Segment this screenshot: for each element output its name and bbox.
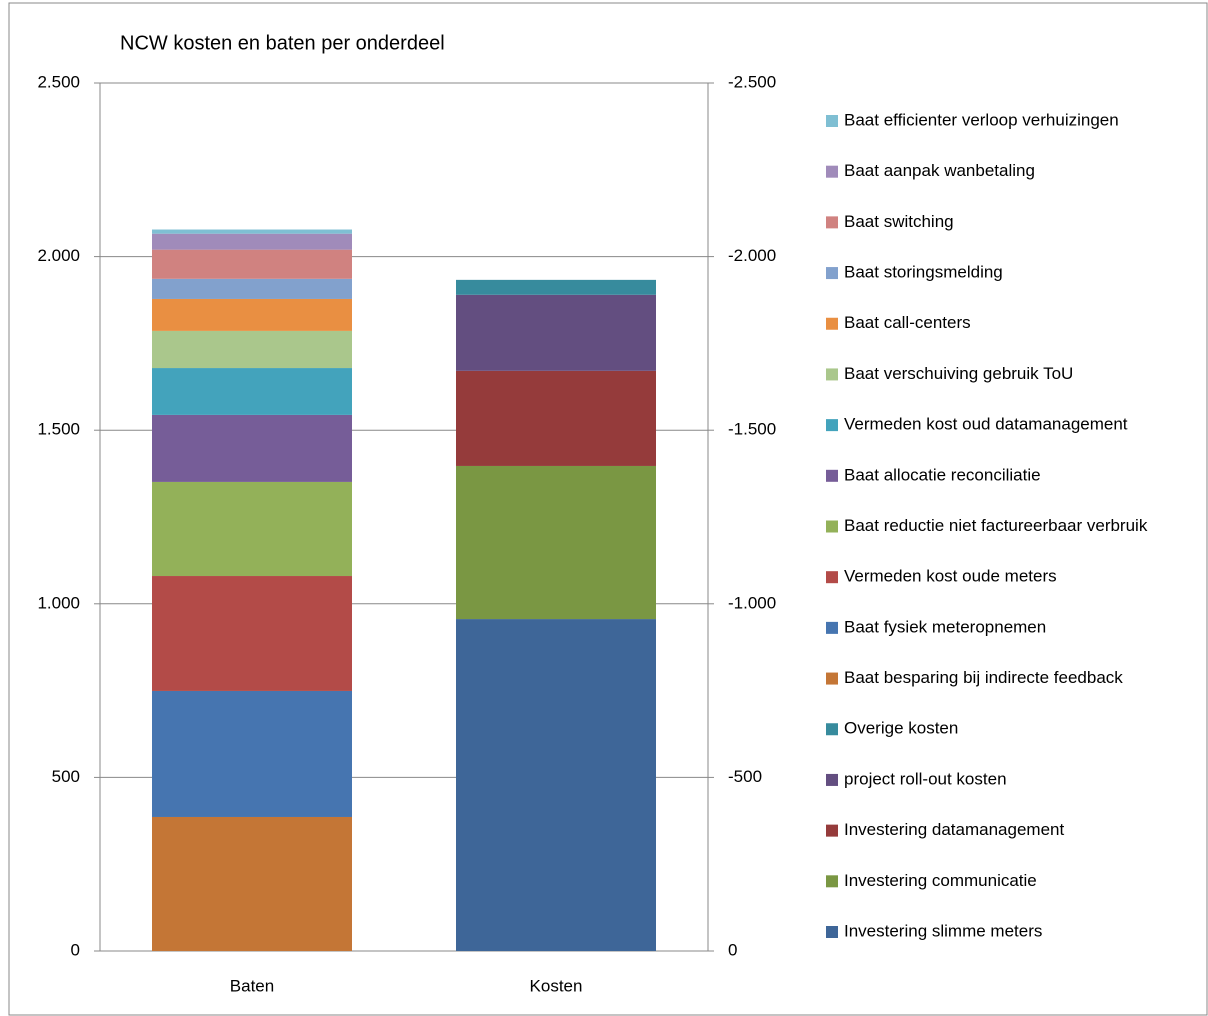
bar-segment <box>152 816 352 951</box>
legend-swatch <box>826 165 838 178</box>
bar-segment <box>456 465 656 620</box>
legend-label: Baat allocatie reconciliatie <box>844 465 1041 484</box>
bar-segment <box>152 576 352 691</box>
bar-segment <box>152 233 352 250</box>
legend-label: Investering datamanagement <box>844 820 1064 839</box>
legend-swatch <box>826 469 838 482</box>
legend-label: Investering slimme meters <box>844 921 1042 940</box>
legend-label: Baat fysiek meteropnemen <box>844 617 1046 636</box>
y2-tick-label: -500 <box>728 767 762 786</box>
legend-swatch <box>826 317 838 330</box>
y2-tick-label: -2.500 <box>728 72 776 91</box>
legend-label: Baat call-centers <box>844 313 971 332</box>
bar-segment <box>456 370 656 466</box>
legend-label: Investering communicatie <box>844 871 1037 890</box>
legend-label: Baat aanpak wanbetaling <box>844 161 1035 180</box>
legend-label: Vermeden kost oude meters <box>844 567 1057 586</box>
legend-swatch <box>826 824 838 837</box>
y-tick-label: 2.000 <box>37 246 80 265</box>
bar-segment <box>456 619 656 951</box>
legend-swatch <box>826 267 838 280</box>
legend-swatch <box>826 875 838 888</box>
bar-segment <box>456 279 656 295</box>
bar-segment <box>152 330 352 369</box>
bar-segment <box>152 298 352 331</box>
y2-tick-label: -1.500 <box>728 420 776 439</box>
legend-label: Baat verschuiving gebruik ToU <box>844 364 1073 383</box>
legend-label: Baat storingsmelding <box>844 263 1003 282</box>
x-tick-label: Baten <box>230 976 274 995</box>
bar-segment <box>152 229 352 234</box>
y-tick-label: 500 <box>52 767 80 786</box>
bar-segment <box>456 294 656 371</box>
y-tick-label: 1.000 <box>37 593 80 612</box>
y-tick-label: 1.500 <box>37 420 80 439</box>
legend-label: Overige kosten <box>844 719 958 738</box>
legend-label: Baat reductie niet factureerbaar verbrui… <box>844 516 1148 535</box>
x-tick-label: Kosten <box>530 976 583 995</box>
y2-tick-label: -2.000 <box>728 246 776 265</box>
y2-tick-label: -1.000 <box>728 593 776 612</box>
legend-swatch <box>826 723 838 736</box>
legend-swatch <box>826 621 838 634</box>
chart-title: NCW kosten en baten per onderdeel <box>120 32 445 54</box>
legend-swatch <box>826 571 838 584</box>
y-tick-label: 2.500 <box>37 72 80 91</box>
bar-segment <box>152 690 352 817</box>
legend-swatch <box>826 672 838 685</box>
legend-swatch <box>826 773 838 786</box>
legend-swatch <box>826 368 838 381</box>
bar-segment <box>152 278 352 299</box>
legend-label: Baat efficienter verloop verhuizingen <box>844 110 1119 129</box>
bar-segment <box>152 414 352 482</box>
bar-segment <box>152 249 352 279</box>
legend-swatch <box>826 926 838 938</box>
legend-label: project roll-out kosten <box>844 769 1007 788</box>
legend-swatch <box>826 419 838 432</box>
y2-tick-label: 0 <box>728 940 737 959</box>
legend-swatch <box>826 520 838 533</box>
bar-segment <box>152 481 352 577</box>
legend-label: Baat switching <box>844 212 954 231</box>
legend-swatch <box>826 216 838 229</box>
bar-segment <box>152 368 352 415</box>
y-tick-label: 0 <box>71 940 80 959</box>
legend-label: Vermeden kost oud datamanagement <box>844 415 1128 434</box>
legend-label: Baat besparing bij indirecte feedback <box>844 668 1123 687</box>
legend-swatch <box>826 115 838 127</box>
